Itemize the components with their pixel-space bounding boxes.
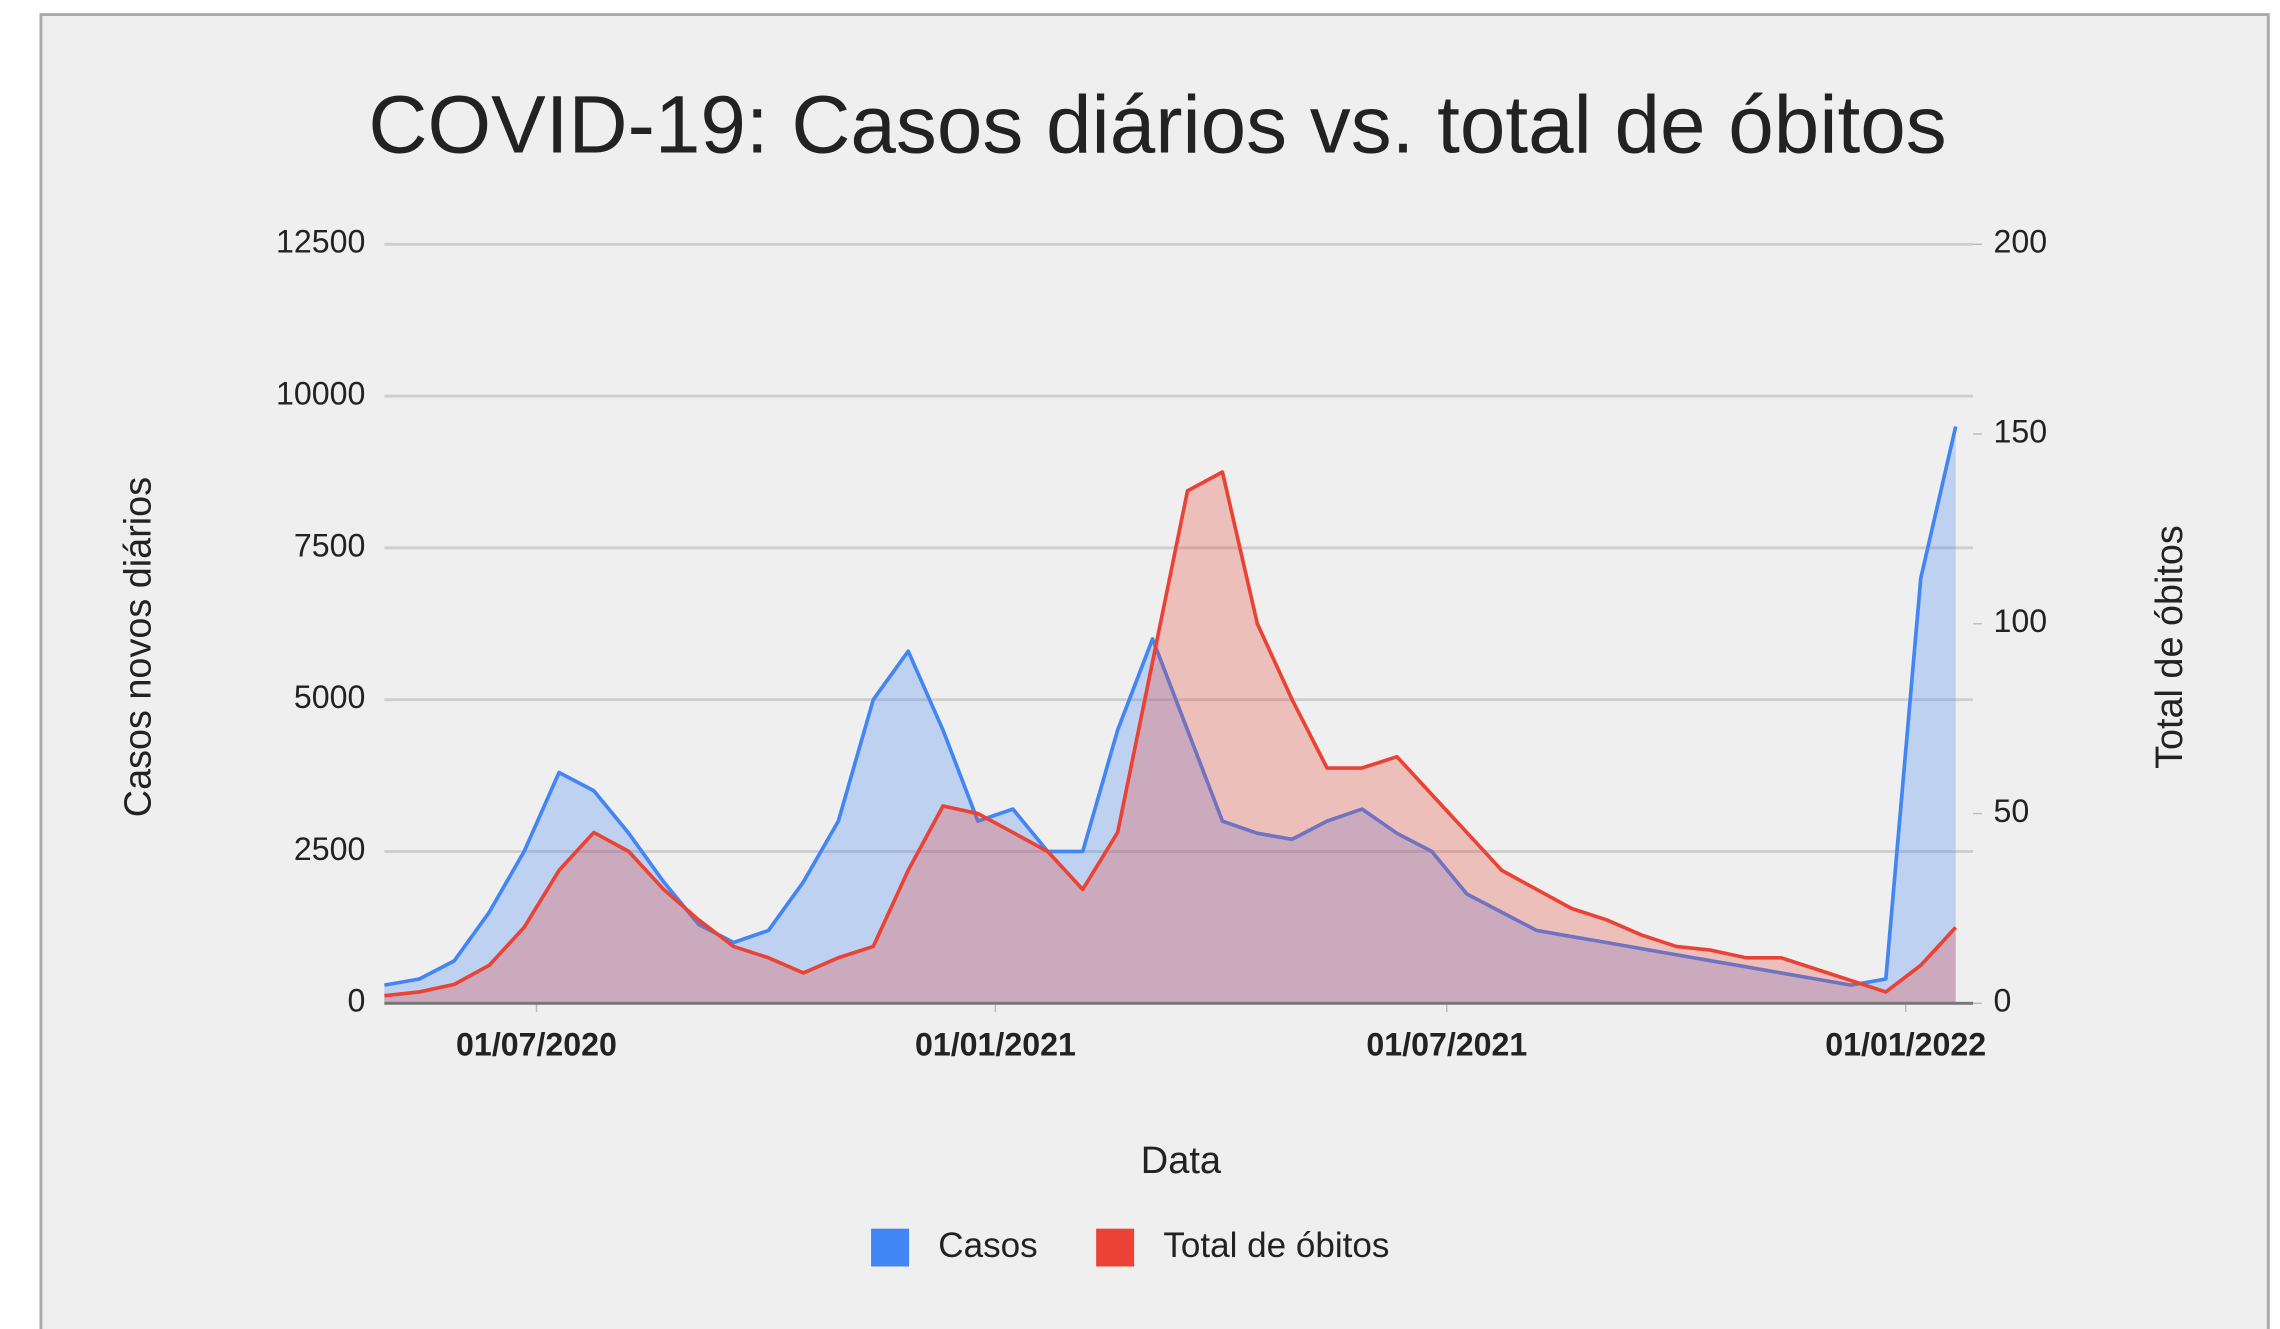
y2-tick-label: 0 bbox=[1994, 983, 2012, 1019]
series-line bbox=[384, 470, 1958, 998]
series-area bbox=[384, 426, 1956, 1004]
y2-tick-label: 200 bbox=[1994, 224, 2048, 260]
chart-background bbox=[39, 13, 2270, 1329]
y-tick-label: 7500 bbox=[294, 527, 366, 563]
y2-tick-label: 50 bbox=[1994, 793, 2030, 829]
y2-axis-label: Total de óbitos bbox=[2149, 525, 2191, 769]
y-tick-label: 5000 bbox=[294, 679, 366, 715]
x-tick-label: 01/07/2020 bbox=[456, 1026, 617, 1062]
legend-label: Casos bbox=[938, 1226, 1037, 1265]
y-tick-label: 10000 bbox=[276, 376, 365, 412]
legend-swatch bbox=[1096, 1228, 1135, 1267]
y2-tick-label: 150 bbox=[1994, 414, 2048, 450]
y-axis-label: Casos novos diários bbox=[117, 477, 159, 817]
legend-label: Total de óbitos bbox=[1163, 1226, 1389, 1265]
y2-tick-label: 100 bbox=[1994, 603, 2048, 639]
x-tick-label: 01/01/2022 bbox=[1825, 1026, 1986, 1062]
y-tick-label: 2500 bbox=[294, 831, 366, 867]
series-area bbox=[384, 471, 1956, 1004]
y-tick-label: 12500 bbox=[276, 224, 365, 260]
chart-title: COVID-19: Casos diários vs. total de óbi… bbox=[368, 80, 1946, 171]
y-tick-label: 0 bbox=[347, 983, 365, 1019]
x-tick-label: 01/01/2021 bbox=[915, 1026, 1076, 1062]
series-line bbox=[384, 426, 1958, 987]
legend-swatch bbox=[871, 1228, 910, 1267]
x-tick-label: 01/07/2021 bbox=[1366, 1026, 1527, 1062]
x-axis-label: Data bbox=[1141, 1140, 1222, 1182]
